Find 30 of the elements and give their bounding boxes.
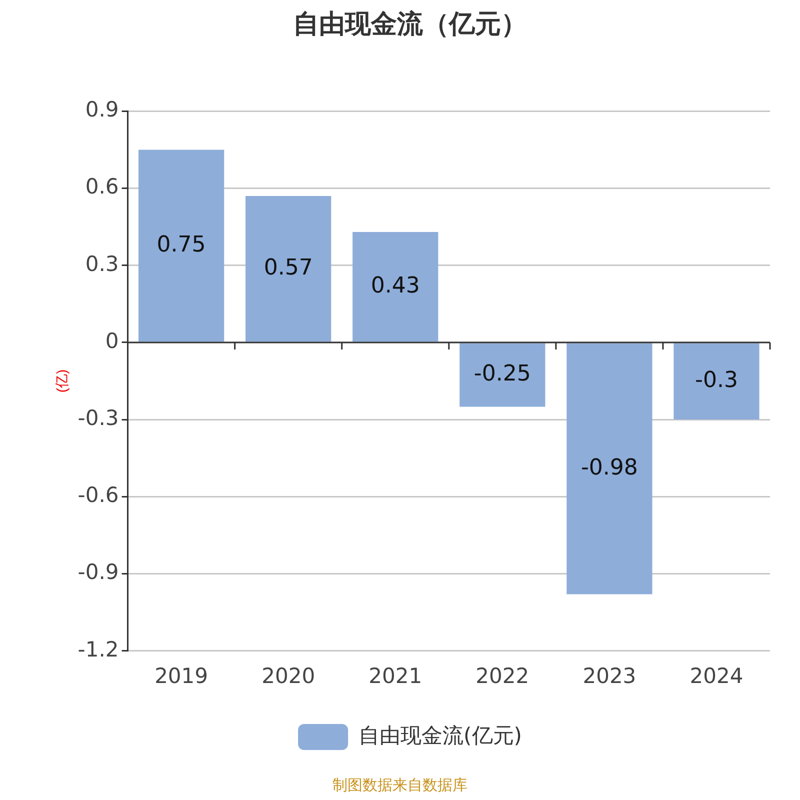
y-tick-label: -1.2 — [78, 637, 119, 662]
x-tick-label: 2020 — [262, 664, 316, 688]
y-tick-label: 0.6 — [85, 174, 119, 199]
bar — [138, 150, 224, 342]
y-axis-title: (亿) — [53, 369, 70, 393]
bar — [352, 232, 438, 342]
bar — [566, 343, 652, 594]
data-label: -0.25 — [474, 362, 531, 387]
text: 制图数据来自数据库 — [332, 775, 468, 796]
data-label: -0.3 — [695, 368, 738, 394]
y-tick-label: 0.9 — [85, 98, 119, 122]
legend-label: 自由现金流(亿元) — [358, 723, 522, 748]
x-tick-label: 2024 — [690, 664, 744, 688]
data-label: -0.98 — [580, 455, 638, 480]
bar — [674, 343, 760, 420]
bar — [460, 343, 546, 407]
x-tick-label: 2021 — [368, 664, 422, 688]
y-tick-label: -0.3 — [78, 406, 119, 430]
y-tick-label: -0.9 — [78, 560, 119, 584]
y-tick-label: -0.6 — [78, 483, 119, 508]
data-label: 0.43 — [370, 274, 420, 299]
y-tick-label: 0.3 — [85, 252, 119, 276]
chart-title: 自由现金流（亿元） — [293, 9, 527, 40]
x-tick-label: 2023 — [582, 664, 636, 688]
y-tick-label: 0 — [105, 328, 119, 353]
data-label: 0.57 — [264, 256, 313, 281]
bar — [246, 196, 332, 342]
x-tick-label: 2019 — [154, 664, 208, 688]
x-tick-label: 2022 — [476, 664, 530, 688]
data-label: 0.75 — [156, 232, 206, 258]
